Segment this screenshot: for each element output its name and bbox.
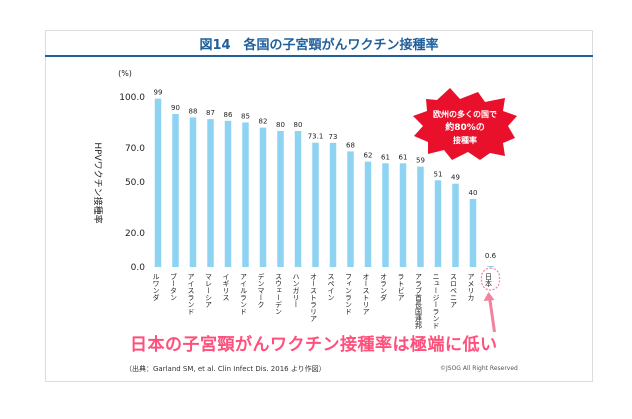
y-tick-labels: 0.0 20.0 50.0 70.0 100.0 xyxy=(119,93,145,273)
category-label: マレーシア xyxy=(205,273,213,308)
category-label: スロベニア xyxy=(450,273,458,308)
bar xyxy=(364,161,372,267)
bar xyxy=(487,265,494,267)
bar xyxy=(329,142,337,267)
bar xyxy=(259,127,267,267)
bar xyxy=(224,120,232,267)
value-label: 68 xyxy=(346,141,355,149)
bar xyxy=(172,114,179,267)
value-label: 86 xyxy=(224,111,233,119)
bar xyxy=(452,183,459,267)
bar xyxy=(434,180,442,267)
value-label: 49 xyxy=(451,174,460,182)
value-label: 73 xyxy=(329,133,338,141)
category-label: ニュージーランド xyxy=(432,273,440,329)
y-tick-label: 50.0 xyxy=(125,178,145,188)
value-label: 73.1 xyxy=(308,133,324,141)
bar xyxy=(347,151,354,267)
category-label: アメリカ xyxy=(467,273,475,301)
figure-frame xyxy=(45,30,593,382)
category-label: スウェーデン xyxy=(275,273,283,315)
value-label: 40 xyxy=(469,189,478,197)
japan-highlight-ring xyxy=(480,267,501,291)
category-labels: ルワンダ ブータン アイスランド マレーシア イギリス アイルランド デンマーク スウェーデン… xyxy=(152,272,493,330)
title-rule xyxy=(45,55,593,57)
japan-pointer-arrow-head xyxy=(483,292,495,301)
bars xyxy=(154,98,494,268)
value-label: 61 xyxy=(399,153,408,161)
y-unit-label: (%) xyxy=(118,69,132,78)
y-tick-label: 70.0 xyxy=(125,144,145,154)
source-citation: （出典：Garland SM, et al. Clin Infect Dis. … xyxy=(125,365,326,373)
category-label: オランダ xyxy=(380,273,388,301)
value-label: 85 xyxy=(241,113,250,121)
japan-highlight xyxy=(480,267,501,333)
category-label: ラトビア xyxy=(397,273,405,301)
category-label: デンマーク xyxy=(257,272,265,308)
category-label: スペイン xyxy=(327,273,335,301)
value-label: 80 xyxy=(276,121,285,129)
category-label: 日本 xyxy=(485,273,493,288)
value-label: 80 xyxy=(294,121,303,129)
bar xyxy=(189,117,197,268)
bar xyxy=(294,131,302,267)
category-label: アラブ首長国連邦 xyxy=(415,273,423,330)
value-label: 99 xyxy=(154,89,163,97)
callout-line-3: 接種率 xyxy=(453,135,477,145)
category-label: ハンガリー xyxy=(292,273,300,308)
y-axis-title: HPVワクチン接種率 xyxy=(92,142,104,223)
value-label: 0.6 xyxy=(485,252,497,260)
bar xyxy=(399,163,407,267)
bar xyxy=(417,166,424,267)
callout-burst: 欧州の多くの国で 約80%の 接種率 xyxy=(413,88,517,160)
category-label: イギリス xyxy=(222,273,230,301)
bar xyxy=(277,131,284,267)
value-label: 61 xyxy=(381,153,390,161)
category-label: ブータン xyxy=(170,272,178,301)
chart-title: 図14 各国の子宮頸がんワクチン接種率 xyxy=(199,38,439,53)
category-label: ルワンダ xyxy=(152,273,160,301)
value-label: 59 xyxy=(416,157,425,165)
category-label: オーストラリア xyxy=(310,273,318,322)
bar xyxy=(207,119,214,267)
category-label: オーストリア xyxy=(362,273,370,315)
bar xyxy=(312,142,319,267)
callout-burst-shape xyxy=(413,88,517,160)
y-tick-label: 100.0 xyxy=(119,93,145,103)
value-label: 90 xyxy=(171,104,180,112)
value-label: 51 xyxy=(434,170,443,178)
bar xyxy=(469,199,477,267)
value-label: 82 xyxy=(259,118,268,126)
y-tick-label: 20.0 xyxy=(125,229,145,239)
value-label: 87 xyxy=(206,109,215,117)
japan-pointer-arrow-shaft xyxy=(488,296,496,333)
category-label: アイルランド xyxy=(240,273,248,315)
bar xyxy=(154,98,162,267)
value-label: 62 xyxy=(364,152,373,160)
y-tick-label: 0.0 xyxy=(131,263,146,273)
callout-line-1: 欧州の多くの国で xyxy=(433,109,497,119)
callout-line-2: 約80%の xyxy=(445,121,485,133)
value-label: 88 xyxy=(189,107,198,115)
headline-text: 日本の子宮頸がんワクチン接種率は極端に低い xyxy=(130,335,498,355)
category-label: フィンランド xyxy=(345,273,353,315)
copyright-notice: ©JSOG All Right Reserved xyxy=(440,365,518,372)
bar xyxy=(242,122,249,267)
value-labels: 99 90 88 87 86 85 82 80 80 73.1 73 68 62 61 61 59 51 49 40… xyxy=(154,89,497,260)
bar xyxy=(382,163,389,267)
category-label: アイスランド xyxy=(187,273,195,315)
